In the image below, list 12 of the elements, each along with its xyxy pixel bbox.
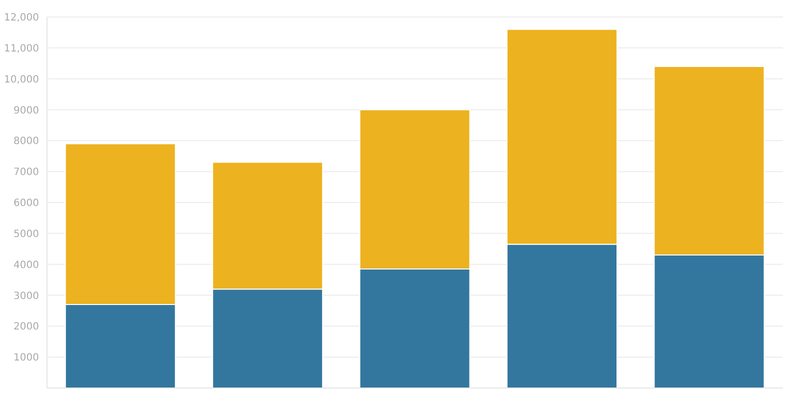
y-tick-label: 5000 — [14, 228, 39, 240]
y-tick-label: 12,000 — [4, 12, 39, 24]
y-tick-label: 7000 — [14, 167, 39, 178]
y-tick-label: 2000 — [14, 322, 39, 333]
y-tick-label: 6000 — [14, 198, 39, 210]
y-tick-label: 1000 — [14, 352, 39, 364]
y-tick-label: 11,000 — [4, 43, 39, 54]
y-tick-label: 4000 — [14, 260, 39, 271]
y-tick-label: 3000 — [14, 290, 39, 302]
y-tick-label: 9000 — [14, 105, 39, 116]
y-tick-label: 10,000 — [4, 74, 39, 86]
y-tick-label: 8000 — [14, 136, 39, 148]
